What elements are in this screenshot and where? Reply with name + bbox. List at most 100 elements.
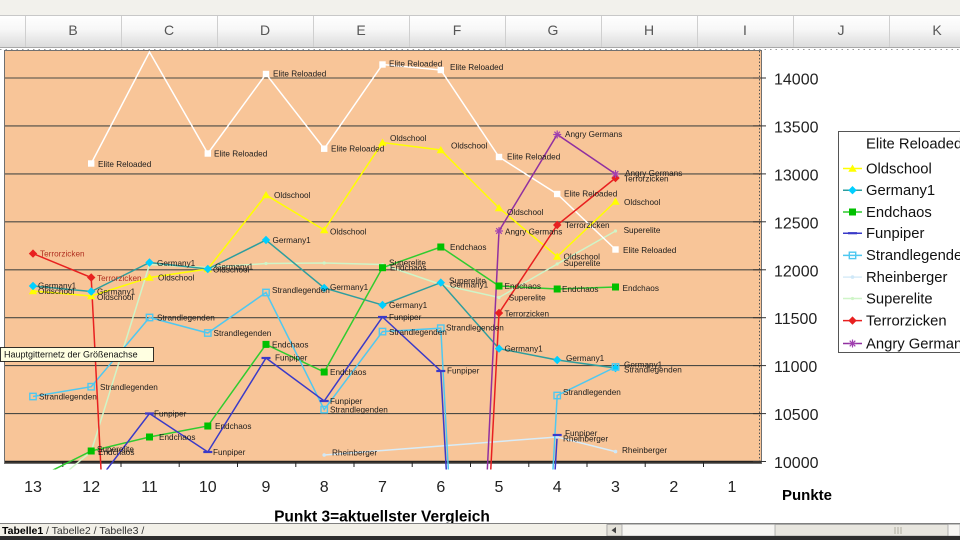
svg-text:Strandlegenden: Strandlegenden xyxy=(866,248,960,264)
svg-text:Terrorzicken: Terrorzicken xyxy=(505,309,550,318)
svg-text:Germany1: Germany1 xyxy=(566,354,605,363)
svg-text:G: G xyxy=(548,22,559,38)
svg-text:Germany1: Germany1 xyxy=(505,344,544,353)
svg-text:Oldschool: Oldschool xyxy=(451,141,488,150)
svg-text:J: J xyxy=(838,22,845,38)
svg-text:Angry Germans: Angry Germans xyxy=(565,130,622,139)
svg-text:10500: 10500 xyxy=(774,407,819,424)
svg-text:Superelite: Superelite xyxy=(509,293,546,302)
svg-text:4: 4 xyxy=(553,479,562,496)
svg-text:Funpiper: Funpiper xyxy=(330,397,363,406)
svg-text:Superelite: Superelite xyxy=(624,226,661,235)
svg-text:Strandlegenden: Strandlegenden xyxy=(157,313,215,322)
svg-text:Elite Reloaded: Elite Reloaded xyxy=(450,63,504,72)
svg-text:Punkt 3=aktuellster Vergleich: Punkt 3=aktuellster Vergleich xyxy=(274,509,490,526)
svg-text:F: F xyxy=(453,22,462,38)
svg-text:13: 13 xyxy=(24,479,42,496)
svg-text:Endchaos: Endchaos xyxy=(98,448,134,457)
svg-text:10000: 10000 xyxy=(774,455,819,472)
svg-text:8: 8 xyxy=(320,479,329,496)
svg-text:Terrorzicken: Terrorzicken xyxy=(40,249,85,258)
svg-text:Oldschool: Oldschool xyxy=(274,191,311,200)
svg-text:7: 7 xyxy=(378,479,387,496)
svg-text:Strandlegenden: Strandlegenden xyxy=(389,328,447,337)
svg-text:Tabelle1: Tabelle1 xyxy=(2,525,43,537)
svg-text:Germany1: Germany1 xyxy=(38,281,77,290)
svg-text:Oldschool: Oldschool xyxy=(564,252,601,261)
svg-text:Elite Reloaded: Elite Reloaded xyxy=(507,152,561,161)
svg-text:11: 11 xyxy=(141,479,158,496)
svg-text:Elite Reloaded: Elite Reloaded xyxy=(564,189,618,198)
svg-text:Rheinberger: Rheinberger xyxy=(332,448,377,457)
svg-text:/ Tabelle2 / Tabelle3 /: / Tabelle2 / Tabelle3 / xyxy=(46,525,144,537)
svg-text:D: D xyxy=(260,22,270,38)
svg-text:5: 5 xyxy=(495,479,504,496)
svg-text:2: 2 xyxy=(669,479,678,496)
svg-text:Terrorzicken: Terrorzicken xyxy=(624,174,669,183)
svg-text:12000: 12000 xyxy=(774,263,819,280)
svg-text:Superelite: Superelite xyxy=(449,276,486,285)
svg-text:Strandlegenden: Strandlegenden xyxy=(100,383,158,392)
svg-text:Punkte: Punkte xyxy=(782,487,832,504)
svg-text:Elite Reloaded: Elite Reloaded xyxy=(273,69,327,78)
svg-text:Oldschool: Oldschool xyxy=(213,265,250,274)
svg-text:Endchaos: Endchaos xyxy=(330,368,366,377)
svg-text:14000: 14000 xyxy=(774,72,819,89)
svg-text:1: 1 xyxy=(728,479,737,496)
svg-text:Funpiper: Funpiper xyxy=(213,448,246,457)
svg-text:13000: 13000 xyxy=(774,167,819,184)
svg-text:Rheinberger: Rheinberger xyxy=(622,446,667,455)
svg-text:Rheinberger: Rheinberger xyxy=(866,270,948,286)
svg-text:Superelite: Superelite xyxy=(866,291,933,307)
svg-text:Endchaos: Endchaos xyxy=(505,282,541,291)
svg-text:Oldschool: Oldschool xyxy=(38,287,75,296)
svg-text:Endchaos: Endchaos xyxy=(390,263,426,272)
svg-text:Strandlegenden: Strandlegenden xyxy=(446,324,504,333)
svg-text:Funpiper: Funpiper xyxy=(154,409,187,418)
svg-text:Funpiper: Funpiper xyxy=(275,353,308,362)
svg-text:Oldschool: Oldschool xyxy=(624,198,661,207)
svg-text:Funpiper: Funpiper xyxy=(389,313,422,322)
svg-text:Angry Germans: Angry Germans xyxy=(625,169,682,178)
svg-text:I: I xyxy=(743,22,747,38)
svg-text:Endchaos: Endchaos xyxy=(272,340,308,349)
svg-text:Strandlegenden: Strandlegenden xyxy=(563,388,621,397)
svg-text:Strandlegenden: Strandlegenden xyxy=(214,329,272,338)
svg-text:Germany1: Germany1 xyxy=(330,283,369,292)
svg-text:12500: 12500 xyxy=(774,215,819,232)
svg-text:Terrorzicken: Terrorzicken xyxy=(565,221,610,230)
svg-text:Angry Germans: Angry Germans xyxy=(866,336,960,352)
svg-text:Elite Reloaded: Elite Reloaded xyxy=(389,60,443,69)
svg-text:Terrorzicken: Terrorzicken xyxy=(97,274,142,283)
svg-text:Funpiper: Funpiper xyxy=(447,366,480,375)
svg-text:Terrorzicken: Terrorzicken xyxy=(866,313,947,329)
svg-text:Endchaos: Endchaos xyxy=(159,433,195,442)
svg-text:Endchaos: Endchaos xyxy=(866,205,932,221)
svg-text:Germany1: Germany1 xyxy=(97,287,136,296)
svg-text:Strandlegenden: Strandlegenden xyxy=(330,405,388,414)
svg-text:11000: 11000 xyxy=(774,359,817,376)
svg-text:Endchaos: Endchaos xyxy=(215,422,251,431)
svg-text:Oldschool: Oldschool xyxy=(390,134,427,143)
svg-text:Strandlegenden: Strandlegenden xyxy=(624,365,682,374)
svg-text:10: 10 xyxy=(199,479,217,496)
svg-text:C: C xyxy=(164,22,174,38)
svg-text:Funpiper: Funpiper xyxy=(866,226,924,242)
svg-text:Rheinberger: Rheinberger xyxy=(563,434,608,443)
svg-text:B: B xyxy=(68,22,77,38)
svg-text:3: 3 xyxy=(611,479,620,496)
svg-text:Oldschool: Oldschool xyxy=(330,227,367,236)
svg-text:Endchaos: Endchaos xyxy=(562,285,598,294)
svg-text:6: 6 xyxy=(436,479,445,496)
svg-text:Germany1: Germany1 xyxy=(624,360,663,369)
svg-text:9: 9 xyxy=(262,479,271,496)
svg-text:Oldschool: Oldschool xyxy=(158,273,195,282)
svg-text:Angry Germans: Angry Germans xyxy=(505,227,562,236)
svg-text:Elite Reloaded: Elite Reloaded xyxy=(623,246,677,255)
svg-text:Oldschool: Oldschool xyxy=(866,161,932,177)
svg-text:Oldschool: Oldschool xyxy=(507,208,544,217)
svg-text:Germany1: Germany1 xyxy=(157,259,196,268)
svg-text:Superelite: Superelite xyxy=(564,259,601,268)
svg-text:Funpiper: Funpiper xyxy=(565,429,598,438)
svg-text:H: H xyxy=(644,22,654,38)
